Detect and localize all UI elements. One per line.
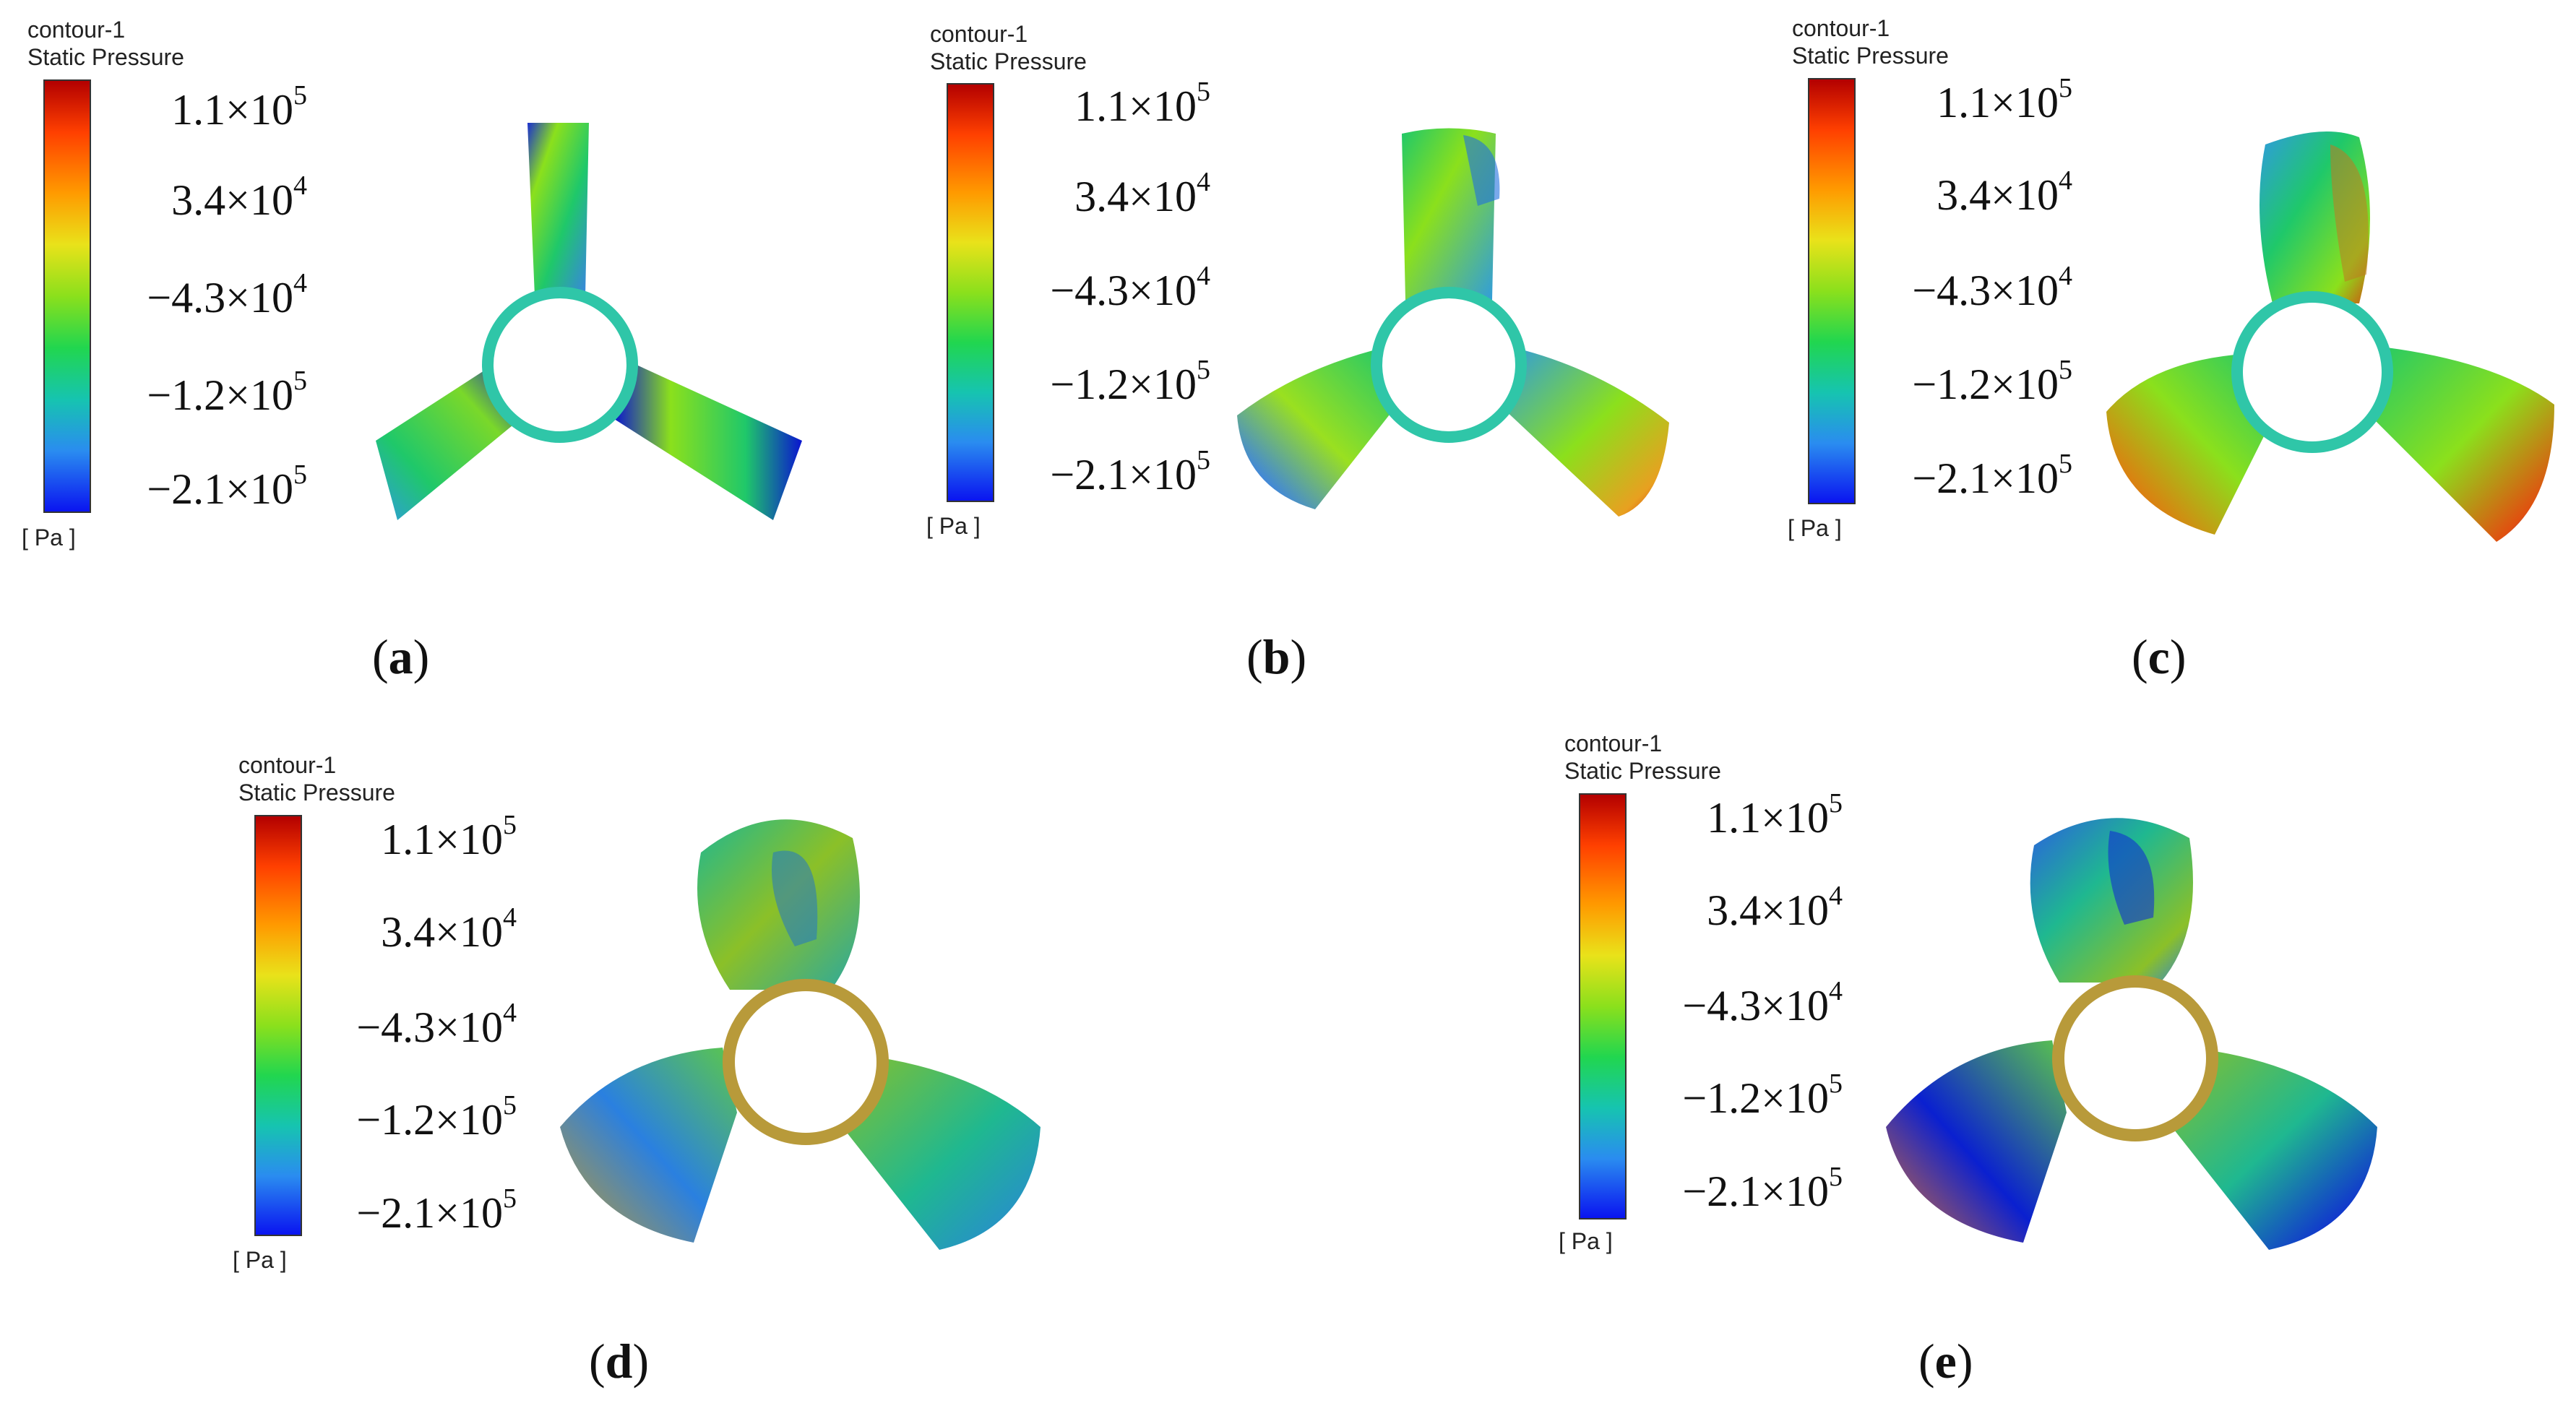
tick-label: 1.1×105 <box>381 810 517 863</box>
propeller-rendering <box>2106 131 2554 542</box>
tick-label: −4.3×104 <box>356 998 517 1051</box>
colorbar <box>254 815 302 1236</box>
legend-variable: Static Pressure <box>930 48 1087 74</box>
tick-label: −2.1×105 <box>356 1183 517 1237</box>
colorbar <box>1808 78 1856 504</box>
unit-label: [ Pa ] <box>926 513 981 539</box>
caption-d: (d) <box>589 1334 650 1389</box>
tick-label: −2.1×105 <box>147 459 307 513</box>
tick-label: 3.4×104 <box>171 170 307 224</box>
tick-label: −2.1×105 <box>1912 449 2072 502</box>
tick-label: −2.1×105 <box>1682 1162 1843 1215</box>
legend-variable: Static Pressure <box>1564 758 1721 784</box>
tick-label: 3.4×104 <box>1707 881 1843 934</box>
tick-label: 1.1×105 <box>1707 788 1843 842</box>
unit-label: [ Pa ] <box>22 524 76 551</box>
colorbar <box>43 79 91 513</box>
tick-label: −4.3×104 <box>1050 261 1210 314</box>
propeller-rendering <box>376 123 802 520</box>
legend-title: contour-1 <box>930 21 1028 47</box>
tick-label: −1.2×105 <box>1912 355 2072 408</box>
caption-e: (e) <box>1918 1334 1973 1389</box>
legend-variable: Static Pressure <box>27 44 184 70</box>
tick-label: −1.2×105 <box>356 1090 517 1144</box>
caption-b: (b) <box>1246 629 1307 684</box>
colorbar <box>947 83 994 502</box>
caption-a: (a) <box>372 629 430 684</box>
propeller-rendering <box>1886 818 2377 1250</box>
tick-label: 3.4×104 <box>1074 167 1210 220</box>
unit-label: [ Pa ] <box>233 1247 287 1273</box>
caption-c: (c) <box>2132 629 2187 684</box>
propeller-rendering <box>1237 128 1669 517</box>
tick-label: −4.3×104 <box>1682 976 1843 1029</box>
tick-label: −4.3×104 <box>1912 261 2072 314</box>
legend-title: contour-1 <box>27 17 126 43</box>
tick-label: 3.4×104 <box>381 902 517 956</box>
tick-label: 1.1×105 <box>171 80 307 134</box>
propeller-rendering <box>560 819 1041 1250</box>
legend-variable: Static Pressure <box>1792 43 1949 69</box>
tick-label: 1.1×105 <box>1074 77 1210 130</box>
legend-title: contour-1 <box>1564 730 1663 756</box>
tick-label: −1.2×105 <box>1050 355 1210 408</box>
tick-label: −1.2×105 <box>147 366 307 419</box>
unit-label: [ Pa ] <box>1788 515 1842 541</box>
unit-label: [ Pa ] <box>1559 1228 1613 1254</box>
tick-label: −4.3×104 <box>147 268 307 321</box>
tick-label: 1.1×105 <box>1937 73 2072 126</box>
colorbar <box>1579 793 1627 1219</box>
tick-label: −1.2×105 <box>1682 1069 1843 1122</box>
tick-label: 3.4×104 <box>1937 165 2072 219</box>
legend-variable: Static Pressure <box>238 780 395 806</box>
legend-title: contour-1 <box>1792 15 1890 41</box>
tick-label: −2.1×105 <box>1050 445 1210 498</box>
legend-title: contour-1 <box>238 752 337 778</box>
